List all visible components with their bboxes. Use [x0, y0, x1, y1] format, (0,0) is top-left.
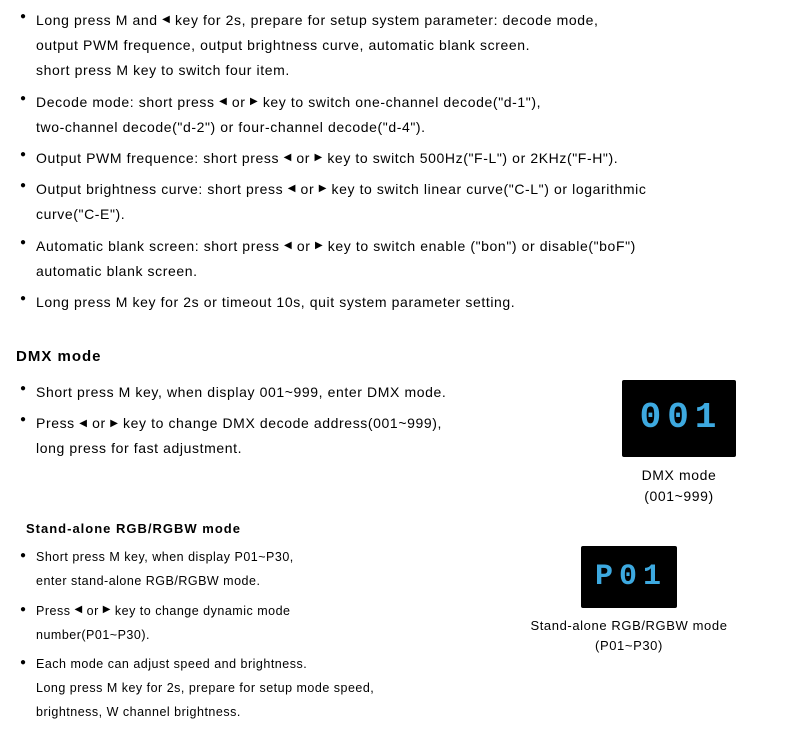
list-item: Each mode can adjust speed and brightnes… [16, 653, 464, 724]
standalone-row: Short press M key, when display P01~P30,… [16, 546, 784, 730]
list-item: Decode mode: short press ◀ or ▶ key to s… [16, 90, 784, 140]
left-arrow-icon: ◀ [284, 153, 292, 163]
system-param-list: Long press M and ◀ key for 2s, prepare f… [16, 8, 784, 315]
dmx-display-block: 001 DMX mode (001~999) [564, 380, 784, 507]
dmx-list: Short press M key, when display 001~999,… [16, 380, 564, 462]
dmx-display-caption: DMX mode (001~999) [574, 465, 784, 507]
list-item: Automatic blank screen: short press ◀ or… [16, 234, 784, 284]
standalone-display: P01 [581, 546, 677, 608]
list-item: Long press M key for 2s or timeout 10s, … [16, 290, 784, 315]
standalone-display-block: P01 Stand-alone RGB/RGBW mode (P01~P30) [464, 546, 784, 655]
left-arrow-icon: ◀ [288, 184, 296, 194]
dmx-row: Short press M key, when display 001~999,… [16, 380, 784, 507]
list-item: Short press M key, when display P01~P30,… [16, 546, 464, 594]
list-item: Output brightness curve: short press ◀ o… [16, 177, 784, 227]
right-arrow-icon: ▶ [315, 153, 323, 163]
standalone-display-caption: Stand-alone RGB/RGBW mode (P01~P30) [474, 616, 784, 655]
list-item: Long press M and ◀ key for 2s, prepare f… [16, 8, 784, 84]
left-arrow-icon: ◀ [284, 241, 292, 251]
left-arrow-icon: ◀ [162, 15, 170, 25]
right-arrow-icon: ▶ [250, 97, 258, 107]
left-arrow-icon: ◀ [74, 605, 82, 615]
standalone-list: Short press M key, when display P01~P30,… [16, 546, 464, 724]
left-arrow-icon: ◀ [219, 97, 227, 107]
dmx-heading: DMX mode [16, 343, 784, 370]
left-arrow-icon: ◀ [79, 419, 87, 429]
list-item: Output PWM frequence: short press ◀ or ▶… [16, 146, 784, 171]
right-arrow-icon: ▶ [319, 184, 327, 194]
list-item: Press ◀ or ▶ key to change DMX decode ad… [16, 411, 564, 461]
standalone-heading: Stand-alone RGB/RGBW mode [26, 517, 784, 540]
right-arrow-icon: ▶ [315, 241, 323, 251]
right-arrow-icon: ▶ [103, 605, 111, 615]
list-item: Press ◀ or ▶ key to change dynamic mode … [16, 600, 464, 648]
list-item: Short press M key, when display 001~999,… [16, 380, 564, 405]
right-arrow-icon: ▶ [110, 419, 118, 429]
dmx-display: 001 [622, 380, 737, 457]
